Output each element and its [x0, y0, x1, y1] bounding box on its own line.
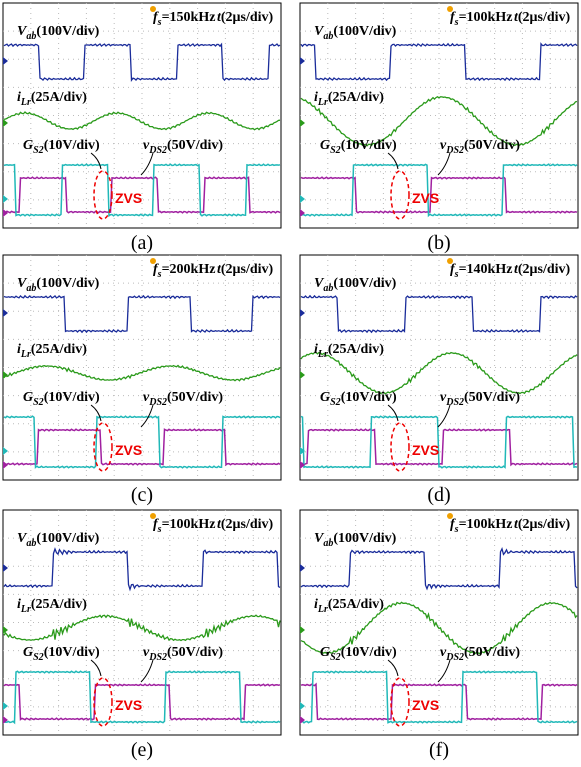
caption: (c)	[131, 484, 153, 506]
label-part: DS2	[148, 397, 167, 408]
label-part: G	[23, 645, 33, 660]
panel: Vab(100V/div)fs=200kHzt(2μs/div)iLr(25A/…	[3, 255, 281, 480]
label-part: (100V/div)	[36, 276, 99, 291]
label-part: (25A/div)	[328, 342, 384, 357]
label-part: DS2	[445, 652, 464, 663]
label-part: Lr	[317, 604, 328, 615]
label-part: =100kHz	[162, 517, 216, 532]
label-part: G	[320, 138, 330, 153]
label: t(2μs/div)	[217, 10, 274, 25]
label-part: ab	[323, 283, 333, 294]
label-part: (2μs/div)	[221, 517, 274, 532]
label-part: (2μs/div)	[518, 10, 571, 25]
label-part: (10V/div)	[44, 390, 100, 405]
label-part: ab	[26, 31, 36, 42]
label-part: (10V/div)	[341, 390, 397, 405]
label-part: (25A/div)	[31, 342, 87, 357]
zvs-label: ZVS	[412, 190, 439, 206]
label: t(2μs/div)	[514, 517, 571, 532]
label: t(2μs/div)	[217, 262, 274, 277]
label-part: (10V/div)	[44, 645, 100, 660]
label-part: (100V/div)	[36, 531, 99, 546]
label-part: G	[320, 645, 330, 660]
label-part: S2	[330, 145, 341, 156]
label-part: G	[320, 390, 330, 405]
label-part: DS2	[148, 145, 167, 156]
panel: Vab(100V/div)fs=100kHzt(2μs/div)iLr(25A/…	[300, 510, 578, 735]
label-part: (10V/div)	[341, 645, 397, 660]
zvs-label: ZVS	[115, 190, 142, 206]
label-part: ab	[323, 538, 333, 549]
label-part: (50V/div)	[167, 138, 223, 153]
label-part: (25A/div)	[328, 597, 384, 612]
label-part: (100V/div)	[333, 531, 396, 546]
label-part: ab	[323, 31, 333, 42]
label: t(2μs/div)	[514, 262, 571, 277]
zvs-label: ZVS	[412, 697, 439, 713]
label-part: (2μs/div)	[221, 10, 274, 25]
label: t(2μs/div)	[217, 517, 274, 532]
label-part: =200kHz	[162, 262, 216, 277]
label-part: =100kHz	[459, 10, 513, 25]
label-part: (25A/div)	[31, 597, 87, 612]
label-part: (2μs/div)	[221, 262, 274, 277]
label-part: S2	[330, 652, 341, 663]
label-part: (50V/div)	[167, 390, 223, 405]
label-part: (2μs/div)	[518, 517, 571, 532]
caption: (e)	[131, 739, 153, 761]
label-part: Lr	[317, 349, 328, 360]
caption: (d)	[427, 484, 450, 506]
label-part: DS2	[148, 652, 167, 663]
panel: Vab(100V/div)fs=100kHzt(2μs/div)iLr(25A/…	[300, 3, 578, 228]
label-part: (25A/div)	[328, 90, 384, 105]
label-part: (10V/div)	[341, 138, 397, 153]
label-part: (25A/div)	[31, 90, 87, 105]
label-part: (50V/div)	[464, 390, 520, 405]
label-part: Lr	[20, 97, 31, 108]
label-part: Lr	[20, 604, 31, 615]
zvs-label: ZVS	[115, 442, 142, 458]
label-part: DS2	[445, 397, 464, 408]
label-part: (100V/div)	[333, 276, 396, 291]
label-part: G	[23, 138, 33, 153]
caption: (f)	[429, 739, 449, 761]
label-part: (100V/div)	[333, 24, 396, 39]
label-part: Lr	[317, 97, 328, 108]
label-part: =150kHz	[162, 10, 216, 25]
figure: Vab(100V/div)fs=150kHzt(2μs/div)iLr(25A/…	[0, 0, 581, 767]
zvs-label: ZVS	[412, 442, 439, 458]
label-part: (10V/div)	[44, 138, 100, 153]
zvs-label: ZVS	[115, 697, 142, 713]
caption: (b)	[427, 232, 450, 254]
label-part: =140kHz	[459, 262, 513, 277]
label: t(2μs/div)	[514, 10, 571, 25]
label-part: (2μs/div)	[518, 262, 571, 277]
label-part: S2	[33, 652, 44, 663]
label-part: (50V/div)	[464, 138, 520, 153]
label-part: (50V/div)	[167, 645, 223, 660]
label-part: S2	[33, 145, 44, 156]
label-part: ab	[26, 538, 36, 549]
panel: Vab(100V/div)fs=140kHzt(2μs/div)iLr(25A/…	[300, 255, 578, 480]
label-part: S2	[330, 397, 341, 408]
label-part: =100kHz	[459, 517, 513, 532]
label-part: G	[23, 390, 33, 405]
label-part: Lr	[20, 349, 31, 360]
label-part: DS2	[445, 145, 464, 156]
label-part: S2	[33, 397, 44, 408]
label-part: (100V/div)	[36, 24, 99, 39]
label-part: ab	[26, 283, 36, 294]
caption: (a)	[131, 232, 153, 254]
label-part: (50V/div)	[464, 645, 520, 660]
